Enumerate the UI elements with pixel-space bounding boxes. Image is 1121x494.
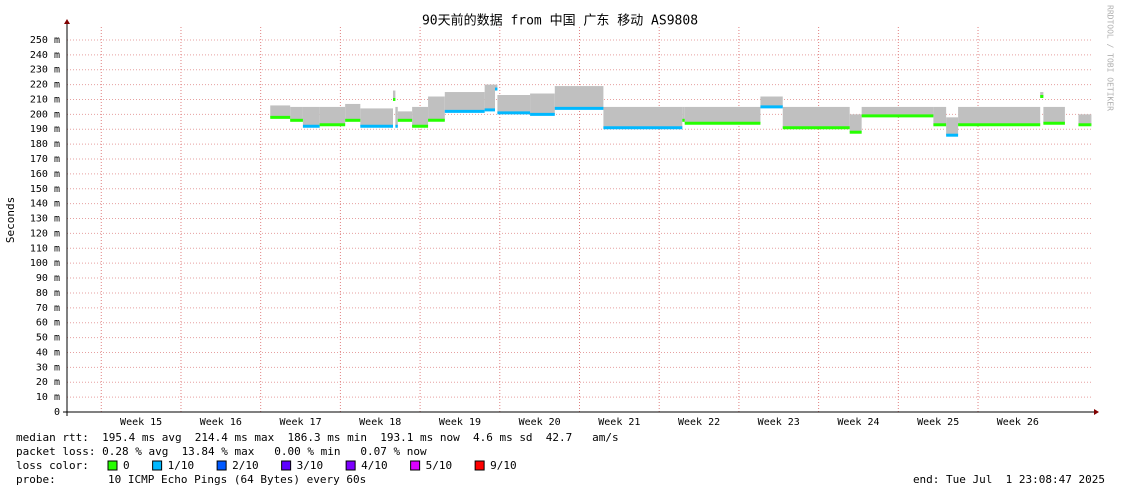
smoke: [849, 114, 862, 133]
y-tick-label: 140 m: [30, 199, 60, 210]
legend-swatch: [216, 460, 227, 471]
legend-label: 1/10: [168, 459, 195, 472]
smoke: [412, 106, 429, 127]
y-tick-label: 240 m: [30, 50, 60, 61]
x-tick-label: Week 15: [120, 417, 162, 428]
x-tick-label: Week 21: [598, 417, 640, 428]
y-tick-label: 150 m: [30, 184, 60, 195]
legend-label: 2/10: [232, 459, 259, 472]
legend-swatch: [107, 460, 118, 471]
smoke: [397, 111, 413, 121]
x-tick-label: Week 24: [837, 417, 879, 428]
y-tick-label: 80 m: [36, 288, 60, 299]
x-tick-label: Week 20: [519, 417, 561, 428]
chart-title: 90天前的数据 from 中国 广东 移动 AS9808: [422, 13, 698, 29]
side-text: RRDTOOL / TOBI OETIKER: [1106, 5, 1115, 111]
x-tick-label: Week 16: [200, 417, 242, 428]
y-tick-label: 100 m: [30, 258, 60, 269]
axis-arrow: [1094, 409, 1099, 415]
smoke: [497, 95, 531, 113]
legend-title: loss color:: [16, 459, 89, 472]
legend-swatch: [345, 460, 356, 471]
smoke: [1040, 92, 1044, 97]
x-tick-label: Week 25: [917, 417, 959, 428]
y-tick-label: 180 m: [30, 139, 60, 150]
smoke: [933, 106, 947, 125]
x-tick-label: Week 17: [279, 417, 321, 428]
y-tick-label: 210 m: [30, 94, 60, 105]
axis-arrow: [64, 19, 70, 24]
x-tick-label: Week 23: [758, 417, 800, 428]
x-tick-label: Week 18: [359, 417, 401, 428]
legend-swatch: [410, 460, 421, 471]
smoke: [345, 103, 361, 121]
smoke: [1090, 114, 1092, 125]
y-tick-label: 170 m: [30, 154, 60, 165]
y-tick-label: 190 m: [30, 124, 60, 135]
y-tick-label: 110 m: [30, 243, 60, 254]
stats-line: packet loss: 0.28 % avg 13.84 % max 0.00…: [16, 445, 427, 458]
y-tick-label: 70 m: [36, 303, 60, 314]
smoke: [554, 86, 604, 109]
y-tick-label: 250 m: [30, 35, 60, 46]
smoke: [395, 106, 398, 127]
probe-text: 10 ICMP Echo Pings (64 Bytes) every 60s: [108, 473, 366, 486]
x-tick-label: Week 19: [439, 417, 481, 428]
probe-label: probe:: [16, 473, 56, 486]
y-tick-label: 160 m: [30, 169, 60, 180]
smoke: [360, 108, 393, 127]
x-tick-label: Week 22: [678, 417, 720, 428]
smoke: [428, 96, 445, 121]
y-axis-label: Seconds: [4, 197, 17, 243]
legend-swatch: [281, 460, 292, 471]
smoke: [958, 106, 1041, 125]
x-tick-label: Week 26: [997, 417, 1039, 428]
smoke: [682, 106, 685, 121]
legend-label: 5/10: [426, 459, 453, 472]
y-tick-label: 120 m: [30, 228, 60, 239]
smoke: [782, 106, 850, 128]
legend-swatch: [152, 460, 163, 471]
legend-label: 3/10: [297, 459, 324, 472]
smoke: [1043, 106, 1065, 124]
legend-label: 9/10: [490, 459, 517, 472]
smoke: [495, 84, 498, 90]
legend-label: 4/10: [361, 459, 388, 472]
y-tick-label: 30 m: [36, 362, 60, 373]
smoke: [861, 106, 934, 116]
stats-line: median rtt: 195.4 ms avg 214.4 ms max 18…: [16, 431, 619, 444]
y-tick-label: 130 m: [30, 214, 60, 225]
y-tick-label: 60 m: [36, 318, 60, 329]
end-time: end: Tue Jul 1 23:08:47 2025: [913, 473, 1105, 486]
y-tick-label: 50 m: [36, 333, 60, 344]
smoke: [392, 90, 396, 100]
y-tick-label: 10 m: [36, 392, 60, 403]
y-tick-label: 230 m: [30, 65, 60, 76]
smoke: [290, 106, 303, 121]
smoke: [302, 106, 320, 127]
legend-swatch: [474, 460, 485, 471]
y-tick-label: 0: [54, 407, 60, 418]
smoke: [319, 106, 346, 125]
y-tick-label: 40 m: [36, 347, 60, 358]
smoke: [946, 117, 959, 136]
smoke: [684, 106, 761, 124]
smoke: [1078, 114, 1091, 125]
y-tick-label: 200 m: [30, 109, 60, 120]
smoke: [760, 96, 783, 107]
y-tick-label: 20 m: [36, 377, 60, 388]
smoke: [270, 105, 291, 118]
smoke: [530, 93, 555, 115]
smoke: [484, 84, 496, 110]
smoke: [444, 92, 485, 112]
smoke: [603, 106, 683, 128]
y-tick-label: 90 m: [36, 273, 60, 284]
y-tick-label: 220 m: [30, 80, 60, 91]
legend-label: 0: [123, 459, 130, 472]
